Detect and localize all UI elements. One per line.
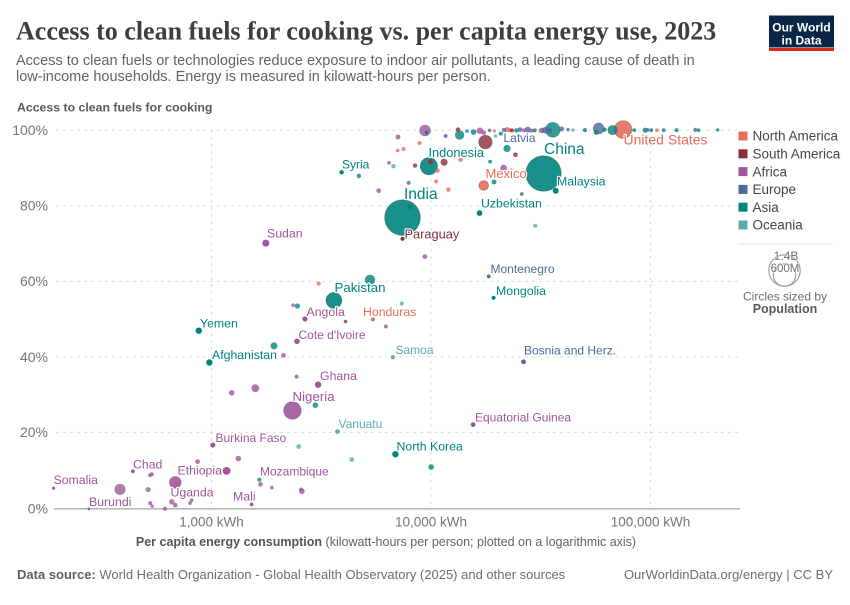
svg-text:in Data: in Data <box>781 34 821 48</box>
svg-text:Ghana: Ghana <box>320 369 357 383</box>
svg-text:Circles sized by: Circles sized by <box>743 290 827 304</box>
svg-text:Samoa: Samoa <box>396 343 434 357</box>
svg-text:Asia: Asia <box>753 200 780 215</box>
svg-text:Syria: Syria <box>342 158 370 172</box>
svg-text:China: China <box>544 141 585 158</box>
svg-text:0%: 0% <box>28 501 48 517</box>
svg-text:Angola: Angola <box>307 305 345 319</box>
svg-text:600M: 600M <box>771 263 800 275</box>
svg-text:Somalia: Somalia <box>54 473 99 487</box>
svg-text:Montenegro: Montenegro <box>491 262 555 276</box>
svg-text:Mexico: Mexico <box>486 166 527 181</box>
svg-text:Data source: World Health Orga: Data source: World Health Organization -… <box>17 567 566 582</box>
svg-text:Mali: Mali <box>233 490 256 504</box>
svg-text:Our World: Our World <box>772 21 830 35</box>
svg-text:1.4B: 1.4B <box>774 249 799 263</box>
svg-text:60%: 60% <box>20 273 48 289</box>
svg-text:Vanuatu: Vanuatu <box>339 417 383 431</box>
svg-text:South America: South America <box>753 147 841 162</box>
svg-text:North America: North America <box>753 129 839 144</box>
svg-text:Mongolia: Mongolia <box>496 284 546 298</box>
svg-text:Cote d'Ivoire: Cote d'Ivoire <box>299 328 366 342</box>
svg-text:Pakistan: Pakistan <box>335 280 386 295</box>
svg-text:India: India <box>404 186 438 203</box>
svg-text:Equatorial Guinea: Equatorial Guinea <box>475 411 571 425</box>
svg-text:Per capita energy consumption: Per capita energy consumption (kilowatt-… <box>136 535 636 549</box>
svg-text:Europe: Europe <box>753 182 797 197</box>
svg-text:Paraguay: Paraguay <box>405 227 460 242</box>
svg-text:North Korea: North Korea <box>397 440 463 454</box>
svg-text:Access to clean fuels for cook: Access to clean fuels for cooking <box>17 101 212 115</box>
svg-text:Access to clean fuels or techn: Access to clean fuels or technologies re… <box>16 53 695 69</box>
svg-text:Burkina Faso: Burkina Faso <box>216 431 287 445</box>
svg-text:1,000 kWh: 1,000 kWh <box>179 515 244 530</box>
svg-text:low-income households. Energy: low-income households. Energy is measure… <box>16 69 491 85</box>
svg-text:OurWorldinData.org/energy | CC: OurWorldinData.org/energy | CC BY <box>624 567 833 582</box>
svg-text:Ethiopia: Ethiopia <box>178 464 223 478</box>
svg-text:Latvia: Latvia <box>504 131 536 145</box>
svg-text:100,000 kWh: 100,000 kWh <box>611 515 691 530</box>
svg-text:Chad: Chad <box>133 458 163 472</box>
svg-text:Uganda: Uganda <box>171 486 214 500</box>
svg-text:Sudan: Sudan <box>267 227 303 241</box>
svg-text:United States: United States <box>624 132 708 148</box>
svg-text:Malaysia: Malaysia <box>557 175 606 189</box>
svg-text:20%: 20% <box>20 424 48 440</box>
svg-text:Africa: Africa <box>753 164 788 179</box>
svg-text:Burundi: Burundi <box>89 495 131 509</box>
svg-text:Bosnia and Herz.: Bosnia and Herz. <box>524 344 616 358</box>
svg-text:40%: 40% <box>20 349 48 365</box>
svg-text:Nigeria: Nigeria <box>293 389 336 404</box>
svg-text:Population: Population <box>753 302 818 316</box>
svg-text:100%: 100% <box>12 122 48 138</box>
svg-text:Indonesia: Indonesia <box>429 145 485 160</box>
svg-text:Mozambique: Mozambique <box>260 465 329 479</box>
svg-text:Yemen: Yemen <box>200 317 238 331</box>
svg-text:Honduras: Honduras <box>363 305 416 319</box>
svg-text:Uzbekistan: Uzbekistan <box>481 197 542 211</box>
svg-text:Oceania: Oceania <box>753 218 804 233</box>
svg-text:Access to clean fuels for cook: Access to clean fuels for cooking vs. pe… <box>16 17 716 46</box>
svg-text:10,000 kWh: 10,000 kWh <box>395 515 467 530</box>
svg-text:Afghanistan: Afghanistan <box>212 348 277 362</box>
svg-text:80%: 80% <box>20 198 48 214</box>
